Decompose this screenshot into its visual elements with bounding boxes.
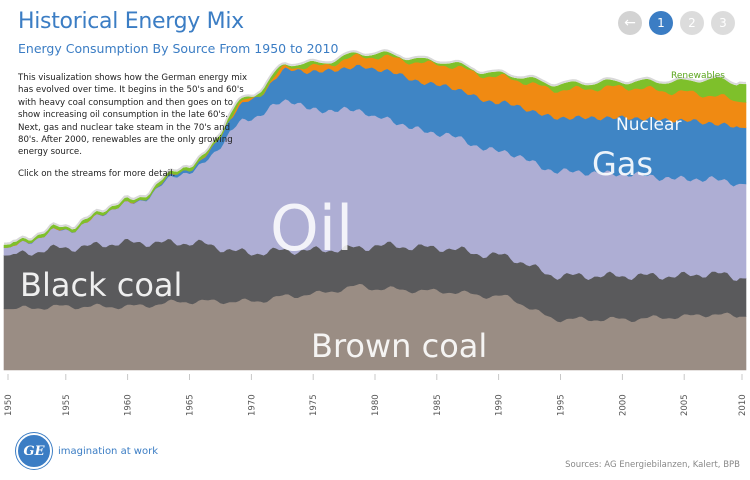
arrow-left-icon: ← [624, 15, 636, 31]
x-tick-label: 2005 [680, 394, 690, 416]
streams [3, 49, 747, 371]
x-tick-label: 1990 [495, 394, 505, 416]
x-tick-label: 1970 [247, 394, 257, 416]
stream-label-brown-coal: Brown coal [311, 327, 487, 365]
description-hint: Click on the streams for more detail. [18, 168, 176, 179]
x-axis: 1950 1955 1960 1965 1970 1975 1980 1985 1990 1995… [4, 374, 748, 416]
page-subtitle: Energy Consumption By Source From 1950 t… [18, 41, 339, 56]
stream-top-edge [3, 49, 747, 245]
page-3-button[interactable]: 3 [711, 11, 735, 35]
stream-label-renewables: Renewables [671, 71, 725, 81]
page-1-button[interactable]: 1 [649, 11, 673, 35]
page-2-button[interactable]: 2 [680, 11, 704, 35]
x-tick-label: 1950 [4, 394, 14, 416]
stream-labels: Brown coal Black coal Oil Gas Nuclear Renewab… [20, 71, 725, 365]
x-tick-label: 1965 [186, 394, 196, 416]
energy-streamgraph: Brown coal Black coal Oil Gas Nuclear Renewab… [3, 49, 748, 416]
stream-label-gas: Gas [592, 145, 653, 183]
x-tick-label: 2000 [618, 394, 628, 416]
sources: Sources: AG Energiebilanzen, Kalert, BPB [565, 460, 740, 470]
description-paragraph: This visualization shows how the German … [18, 73, 248, 158]
description: This visualization shows how the German … [18, 72, 250, 189]
x-tick-label: 1975 [309, 394, 319, 416]
x-tick-label: 1995 [557, 394, 567, 416]
stream-label-oil: Oil [270, 192, 353, 265]
tagline: imagination at work [58, 445, 158, 457]
x-tick-label: 1960 [124, 394, 134, 416]
stream-renewables[interactable] [3, 51, 747, 248]
brand: GE imagination at work [16, 433, 158, 469]
x-tick-label: 1980 [371, 394, 381, 416]
x-tick-label: 2010 [738, 394, 748, 416]
ge-logo: GE [16, 433, 52, 469]
x-tick-label: 1985 [433, 394, 443, 416]
x-tick-label: 1955 [62, 394, 72, 416]
back-button[interactable]: ← [618, 11, 642, 35]
page-title: Historical Energy Mix [18, 9, 244, 34]
stream-label-nuclear: Nuclear [616, 115, 681, 135]
stream-label-black-coal: Black coal [20, 266, 182, 304]
page-navigation: ← 1 2 3 [618, 11, 735, 35]
